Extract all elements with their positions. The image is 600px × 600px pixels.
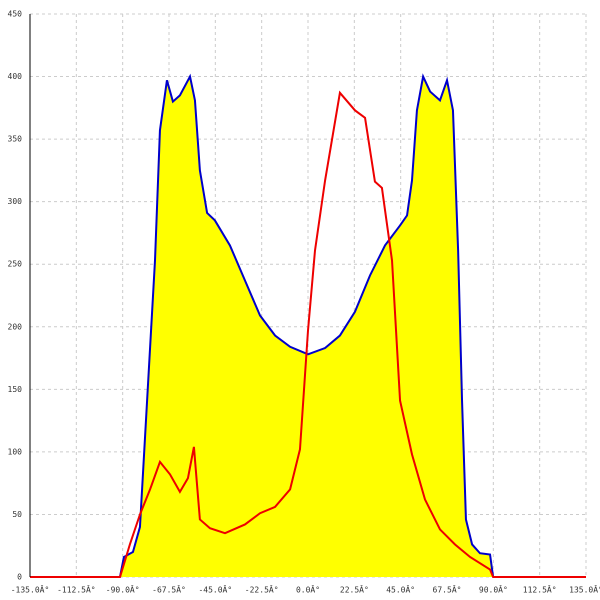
y-tick-label: 250 bbox=[8, 260, 23, 269]
x-tick-label: 67.5Â° bbox=[433, 584, 462, 595]
x-tick-label: 90.0Â° bbox=[479, 584, 508, 595]
x-tick-label: -67.5Â° bbox=[152, 584, 186, 595]
y-tick-label: 400 bbox=[8, 72, 23, 81]
x-tick-label: 112.5Â° bbox=[523, 584, 557, 595]
y-tick-label: 100 bbox=[8, 447, 23, 456]
y-tick-label: 50 bbox=[12, 510, 22, 519]
series-line bbox=[30, 90, 586, 578]
x-tick-label: -45.0Â° bbox=[198, 584, 232, 595]
x-tick-label: -112.5Â° bbox=[57, 584, 96, 595]
y-tick-label: 300 bbox=[8, 197, 23, 206]
y-tick-label: 150 bbox=[8, 385, 23, 394]
y-tick-label: 450 bbox=[8, 10, 23, 19]
area-line bbox=[119, 73, 495, 578]
x-tick-label: 22.5Â° bbox=[340, 584, 369, 595]
y-tick-label: 200 bbox=[8, 322, 23, 331]
x-tick-label: 0.0Â° bbox=[296, 584, 320, 595]
y-tick-label: 0 bbox=[17, 573, 22, 582]
x-tick-label: 135.0Â° bbox=[569, 584, 600, 595]
x-tick-label: -22.5Â° bbox=[245, 584, 279, 595]
x-tick-label: -90.0Â° bbox=[106, 584, 140, 595]
x-tick-label: 45.0Â° bbox=[386, 584, 415, 595]
x-tick-label: -135.0Â° bbox=[11, 584, 50, 595]
y-tick-label: 350 bbox=[8, 135, 23, 144]
area-fill bbox=[119, 76, 494, 578]
